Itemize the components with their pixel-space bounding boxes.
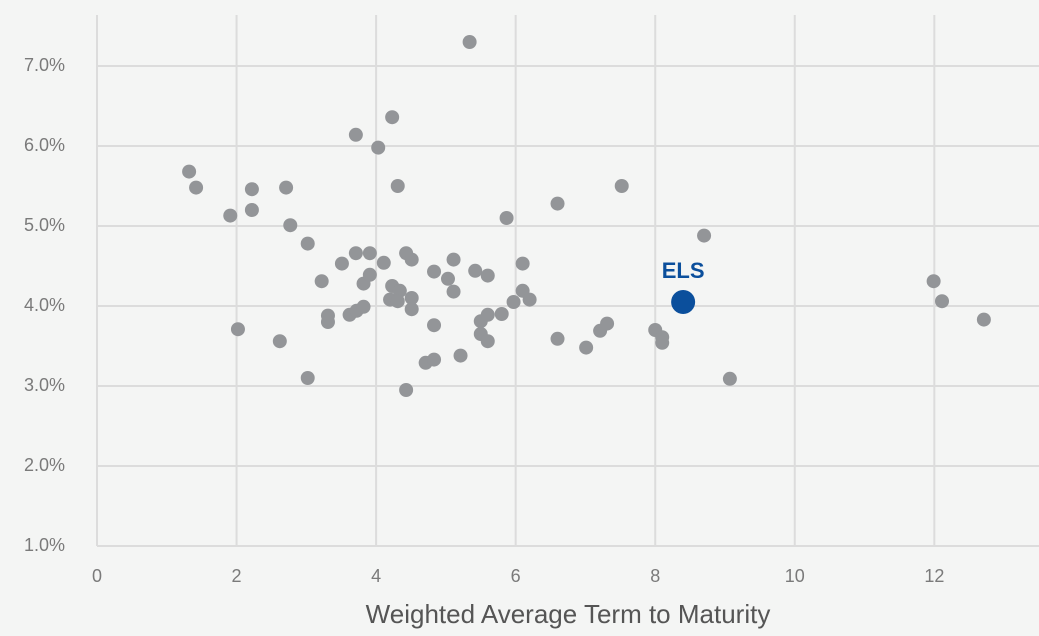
- x-tick-label: 4: [371, 566, 381, 586]
- point: [446, 252, 461, 267]
- point: [272, 334, 287, 349]
- point: [440, 271, 455, 286]
- point: [356, 299, 371, 314]
- point: [399, 383, 414, 397]
- point: [515, 256, 530, 271]
- point: [935, 294, 950, 309]
- point: [362, 267, 377, 282]
- point: [453, 348, 468, 363]
- point: [404, 291, 419, 305]
- point: [390, 294, 405, 309]
- point: [189, 180, 204, 195]
- point: [279, 180, 294, 195]
- point: [334, 256, 349, 271]
- point-label: ELS: [662, 258, 705, 283]
- point: [371, 140, 386, 155]
- x-tick-label: 12: [924, 566, 944, 586]
- point: [283, 218, 298, 233]
- y-tick-label: 3.0%: [24, 375, 65, 395]
- point: [244, 182, 259, 197]
- point: [614, 179, 629, 193]
- point: [362, 246, 377, 261]
- point: [722, 371, 737, 386]
- point: [480, 307, 495, 322]
- point: [494, 307, 509, 321]
- point: [926, 274, 941, 289]
- point: [390, 179, 405, 193]
- point: [404, 302, 419, 317]
- point: [392, 283, 407, 298]
- y-tick-label: 2.0%: [24, 455, 65, 475]
- point: [468, 263, 483, 278]
- point: [427, 318, 442, 333]
- point: [522, 292, 537, 307]
- x-axis-title: Weighted Average Term to Maturity: [366, 599, 771, 629]
- point: [300, 236, 315, 251]
- x-tick-label: 2: [232, 566, 242, 586]
- point: [976, 312, 991, 327]
- y-tick-label: 7.0%: [24, 55, 65, 75]
- point: [462, 35, 477, 49]
- point: [300, 371, 315, 385]
- point: [404, 252, 419, 267]
- point: [427, 264, 442, 279]
- y-tick-label: 4.0%: [24, 295, 65, 315]
- point: [320, 315, 335, 329]
- point: [655, 335, 670, 350]
- point: [244, 203, 259, 217]
- point: [600, 316, 615, 331]
- point: [427, 352, 442, 367]
- x-tick-label: 10: [785, 566, 805, 586]
- y-tick-label: 5.0%: [24, 215, 65, 235]
- y-tick-label: 6.0%: [24, 135, 65, 155]
- point: [376, 255, 391, 270]
- point: [385, 110, 400, 125]
- y-tick-label: 1.0%: [24, 535, 65, 555]
- point: [697, 228, 712, 243]
- point: [506, 295, 521, 309]
- point: [446, 284, 461, 299]
- point: [550, 331, 565, 346]
- point: [223, 208, 238, 223]
- point: [230, 322, 245, 337]
- point: [182, 164, 197, 179]
- point: [550, 196, 565, 211]
- x-tick-label: 6: [511, 566, 521, 586]
- point: [480, 268, 495, 283]
- x-tick-label: 8: [650, 566, 660, 586]
- point: [499, 211, 514, 225]
- point: [579, 340, 594, 355]
- point: [480, 334, 495, 349]
- x-tick-label: 0: [92, 566, 102, 586]
- point: [348, 127, 363, 142]
- point: [348, 246, 363, 261]
- point: [314, 274, 329, 289]
- highlight-point: [671, 290, 696, 314]
